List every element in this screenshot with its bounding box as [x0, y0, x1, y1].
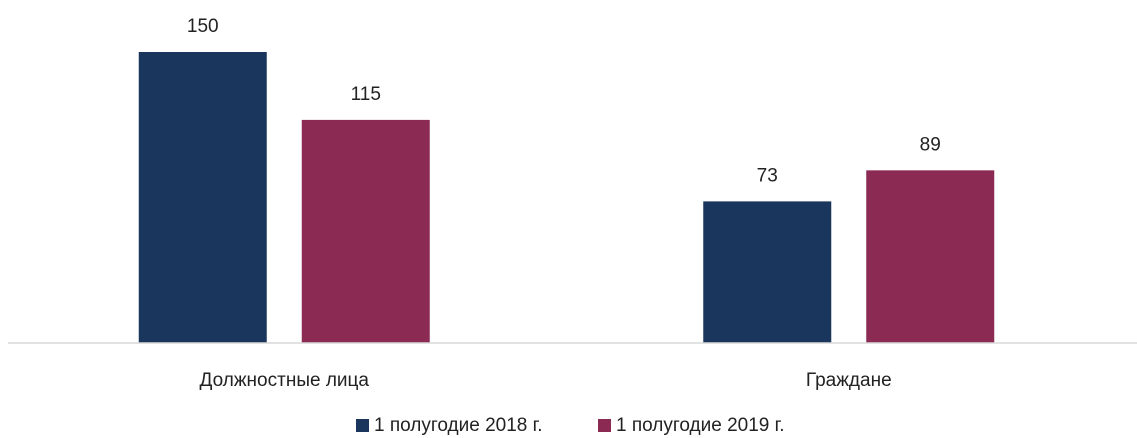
bar — [301, 119, 430, 344]
data-label: 115 — [351, 84, 381, 105]
data-label: 73 — [757, 165, 778, 186]
data-label: 150 — [187, 16, 219, 37]
legend-swatch — [598, 419, 611, 432]
x-tick-label: Должностные лица — [200, 370, 370, 391]
legend-label: 1 полугодие 2018 г. — [374, 415, 543, 436]
bar — [866, 170, 995, 343]
bar — [703, 201, 832, 343]
data-label: 89 — [920, 134, 941, 155]
legend-label: 1 полугодие 2019 г. — [616, 415, 785, 436]
bar — [138, 52, 267, 343]
legend-swatch — [356, 419, 369, 432]
x-tick-label: Граждане — [806, 370, 892, 391]
